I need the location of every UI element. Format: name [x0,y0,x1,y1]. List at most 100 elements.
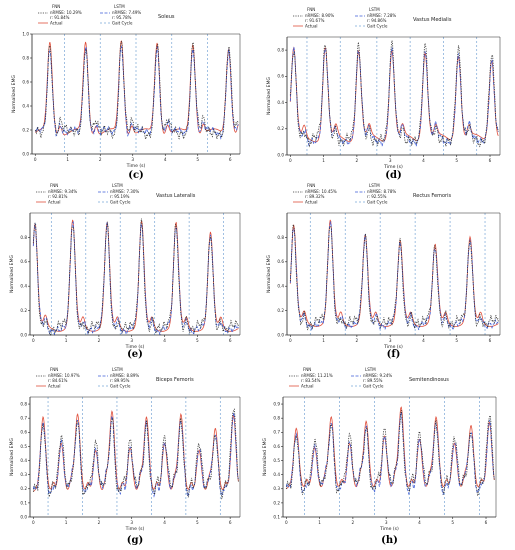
legend-fnn-name: FNN [50,367,58,372]
actual-series-line [289,46,499,143]
x-tick-label: 1 [322,338,325,343]
y-axis-label: Normalized EMG [266,255,272,293]
fnn-series-line [285,410,495,497]
fnn-series-line [32,408,239,500]
chart-panel: 0 1 2 3 4 5 6 0.0 0.2 0.4 0.6 0.8 Time (s) Normalized… [266,183,501,360]
y-axis-label: Normalized EMG [9,255,15,293]
legend-fnn-r: r: 89.32% [305,194,325,199]
x-tick-label: 3 [389,158,392,163]
lstm-series-line [285,411,495,496]
y-tick-label: 0.6 [20,259,27,264]
chart-panel: 0 1 2 3 4 5 6 0.0 0.2 0.4 0.6 0.8 1.0 Time (s) Normali… [11,4,241,181]
legend-actual-label: Actual [305,24,318,29]
legend-actual-label: Actual [305,200,318,205]
x-tick-label: 6 [229,520,232,525]
x-axis-label: Time (s) [125,526,145,532]
x-tick-label: 2 [99,157,102,162]
x-tick-label: 0 [285,520,288,525]
y-tick-label: 0.0 [277,332,284,337]
x-tick-label: 6 [489,338,492,343]
x-tick-label: 5 [196,157,199,162]
y-axis-label: Normalized EMG [262,438,268,476]
chart-panel: 0 1 2 3 4 5 6 0.0 0.2 0.4 0.6 0.8 Time (s) Normalized… [266,7,501,181]
x-tick-label: 6 [229,338,232,343]
x-axis-label: Time (s) [125,344,145,350]
panel-label: (c) [128,170,144,181]
x-tick-label: 0 [289,158,292,163]
legend-gait-label: Gait Cycle [363,384,384,389]
x-axis-label: Time (s) [126,163,146,169]
legend-fnn-r: r: 92.81% [48,194,68,199]
legend-actual-label: Actual [50,21,63,26]
y-tick-label: 0.0 [20,514,27,519]
x-tick-label: 5 [455,338,458,343]
lstm-series-line [35,45,239,140]
y-tick-label: 0.2 [273,500,280,505]
lstm-series-line [32,412,239,498]
legend-fnn-name: FNN [50,183,58,188]
x-tick-label: 2 [98,520,101,525]
legend-lstm-r: r: 89.95% [110,378,130,383]
x-axis-label: Time (s) [383,164,403,170]
legend-fnn-r: r: 84.61% [48,378,68,383]
x-tick-label: 4 [422,158,425,163]
x-tick-label: 1 [66,157,69,162]
lstm-series-line [289,220,499,331]
x-tick-label: 1 [318,520,321,525]
chart-panel: 0 1 2 3 4 5 6 0.1 0.2 0.3 0.4 0.5 0.6 0.7 0.8 0.9 Time (… [262,367,497,546]
x-tick-label: 0 [34,157,37,162]
x-tick-label: 4 [163,338,166,343]
y-axis-label: Normalized EMG [266,77,272,115]
legend-gait-label: Gait Cycle [110,200,131,205]
panel-label: (g) [127,535,143,546]
y-tick-label: 0.3 [20,472,27,477]
y-tick-label: 0.2 [20,486,27,491]
y-tick-label: 0.8 [20,401,27,406]
y-tick-label: 0.6 [277,74,284,79]
x-tick-label: 4 [164,157,167,162]
legend-fnn-nrmse: nRMSE: 10.29% [50,10,82,15]
y-tick-label: 0.2 [277,126,284,131]
legend-lstm-r: r: 92.55% [367,194,387,199]
x-tick-label: 0 [32,520,35,525]
y-tick-label: 0.0 [277,152,284,157]
actual-series-line [35,40,239,136]
legend-gait-label: Gait Cycle [110,384,131,389]
legend-lstm-name: LSTM [369,183,380,188]
y-tick-label: 0.4 [20,284,27,289]
y-tick-label: 0.5 [273,458,280,463]
x-tick-label: 3 [385,520,388,525]
x-tick-label: 1 [65,520,68,525]
legend-gait-label: Gait Cycle [367,24,388,29]
legend-gait-label: Gait Cycle [367,200,388,205]
legend-fnn-r: r: 83.54% [301,378,321,383]
y-tick-label: 0.8 [273,416,280,421]
fnn-series-line [289,224,499,331]
fnn-series-line [32,218,239,336]
legend-lstm-name: LSTM [112,183,123,188]
legend-actual-label: Actual [301,384,314,389]
y-tick-label: 0.8 [22,55,29,60]
x-tick-label: 1 [65,338,68,343]
y-tick-label: 0.4 [277,284,284,289]
y-tick-label: 0.6 [273,444,280,449]
actual-series-line [286,406,495,490]
x-tick-label: 3 [130,338,133,343]
x-tick-label: 5 [196,338,199,343]
fnn-series-line [34,40,239,141]
legend-fnn-nrmse: nRMSE: 11.21% [301,373,333,378]
legend-fnn-r: r: 91.84% [50,15,70,20]
x-tick-label: 2 [356,338,359,343]
chart-title: Vastus Lateralis [156,193,196,199]
chart-title: Vastus Medialis [413,17,452,23]
y-tick-label: 0.6 [22,79,29,84]
actual-series-line [289,219,499,327]
legend-lstm-r: r: 95.78% [112,15,132,20]
x-tick-label: 4 [163,520,166,525]
y-tick-label: 0.1 [273,514,280,519]
legend-lstm-r: r: 95.19% [110,194,130,199]
